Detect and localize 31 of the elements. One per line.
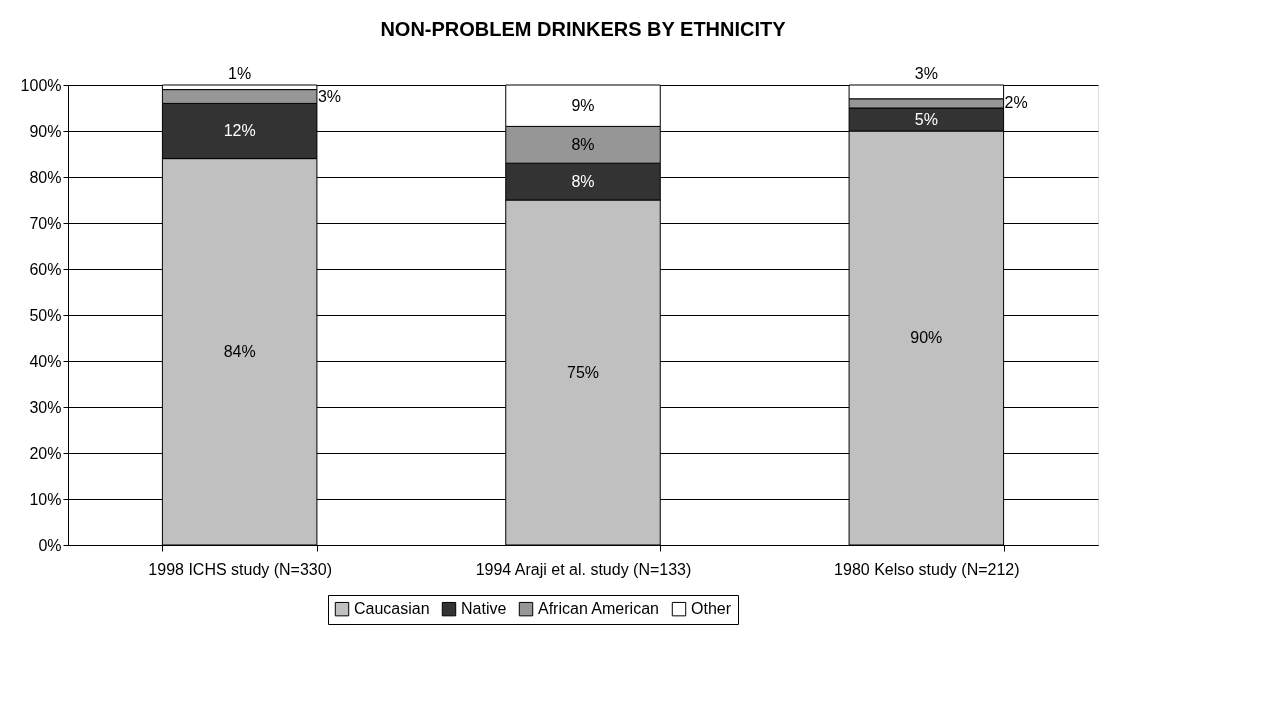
x-tick-label: 1998 ICHS study (N=330)	[148, 560, 332, 578]
y-tick-label: 70%	[29, 214, 62, 232]
x-tick-label: 1994 Araji et al. study (N=133)	[475, 560, 692, 578]
data-label: 5%	[914, 110, 938, 128]
legend-label: Other	[691, 600, 732, 618]
data-label: 9%	[571, 96, 595, 114]
data-label: 8%	[571, 172, 595, 190]
data-label: 3%	[914, 65, 938, 82]
data-label: 90%	[910, 329, 943, 346]
legend-label: Native	[461, 600, 507, 618]
y-tick-label: 80%	[29, 168, 62, 186]
y-tick-label: 40%	[29, 352, 62, 370]
data-label: 84%	[223, 342, 256, 360]
data-label: 2%	[1004, 94, 1028, 112]
y-tick-label: 30%	[29, 398, 62, 416]
chart-title: NON-PROBLEM DRINKERS BY ETHNICITY	[380, 18, 787, 40]
data-label: 12%	[223, 122, 256, 139]
y-tick-label: 100%	[20, 76, 62, 94]
y-tick-label: 60%	[29, 260, 62, 278]
x-tick-label: 1980 Kelso study (N=212)	[834, 560, 1020, 578]
data-label: 3%	[317, 87, 342, 105]
y-tick-label: 0%	[38, 536, 62, 554]
legend-label: African American	[538, 600, 659, 618]
y-tick-label: 20%	[29, 444, 62, 462]
data-label: 1%	[228, 65, 252, 82]
data-label: 8%	[571, 135, 595, 153]
y-tick-label: 50%	[29, 306, 62, 324]
legend-label: Caucasian	[354, 600, 430, 618]
y-tick-label: 90%	[29, 122, 62, 140]
y-tick-label: 10%	[29, 490, 62, 508]
data-label: 75%	[566, 363, 600, 381]
